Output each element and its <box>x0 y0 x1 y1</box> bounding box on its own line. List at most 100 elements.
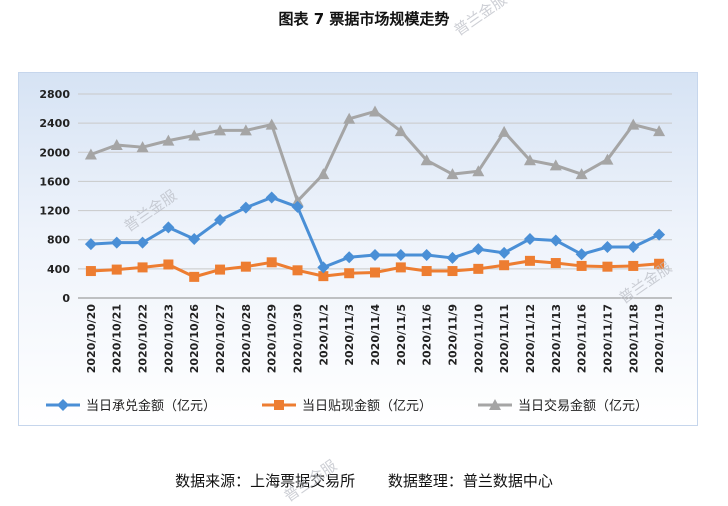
legend-label: 当日交易金额（亿元） <box>518 398 648 414</box>
data-point <box>575 248 588 261</box>
data-point <box>602 261 613 272</box>
data-point <box>84 148 97 160</box>
data-point <box>446 168 459 180</box>
data-point <box>136 141 149 153</box>
x-tick-label: 2020/11/16 <box>576 304 589 374</box>
x-tick-label: 2020/11/4 <box>369 304 382 366</box>
data-source: 数据来源：上海票据交易所 <box>175 472 356 490</box>
data-point <box>291 195 304 207</box>
data-point <box>189 271 200 282</box>
x-tick-label: 2020/10/27 <box>214 304 227 373</box>
data-point <box>601 153 614 165</box>
data-point <box>446 251 459 264</box>
data-point <box>136 236 149 249</box>
data-point <box>84 238 97 251</box>
data-point <box>498 246 511 259</box>
x-tick-label: 2020/11/18 <box>627 304 640 373</box>
data-point <box>627 118 640 130</box>
data-point <box>394 125 407 137</box>
data-point <box>550 258 561 269</box>
chart-frame <box>18 72 698 426</box>
data-point <box>163 259 174 270</box>
x-tick-label: 2020/11/11 <box>498 304 511 373</box>
x-tick-label: 2020/10/28 <box>240 304 253 373</box>
series-line <box>90 109 660 203</box>
data-point <box>524 255 535 266</box>
data-point <box>395 262 406 273</box>
y-tick-label: 800 <box>47 234 70 247</box>
data-point <box>57 399 69 411</box>
data-point <box>601 241 614 253</box>
data-point <box>239 201 252 214</box>
data-point <box>420 154 433 166</box>
data-point <box>343 251 356 264</box>
data-point <box>489 399 501 410</box>
data-point <box>343 112 356 124</box>
data-point <box>215 264 226 275</box>
data-point <box>549 234 562 247</box>
data-point <box>523 154 536 166</box>
x-tick-label: 2020/10/30 <box>292 304 305 374</box>
data-point <box>317 168 330 180</box>
data-point <box>265 191 278 204</box>
data-compiler: 数据整理：普兰数据中心 <box>387 472 553 490</box>
data-point <box>291 200 304 213</box>
data-point <box>499 260 510 271</box>
y-tick-label: 2800 <box>39 88 70 101</box>
x-tick-label: 2020/11/6 <box>421 304 434 366</box>
axes: 0 400 800 1200 1600 2000 2400 2800 2020/10/20 202… <box>39 88 672 373</box>
x-tick-label: 2020/10/29 <box>266 304 279 373</box>
x-tick-label: 2020/11/17 <box>601 304 614 373</box>
x-tick-label: 2020/11/12 <box>524 304 537 373</box>
data-point <box>523 232 536 245</box>
data-point <box>472 165 485 177</box>
data-point <box>447 266 458 277</box>
data-point <box>239 124 252 136</box>
data-point <box>628 260 639 271</box>
data-point <box>576 260 587 271</box>
data-point <box>240 261 251 272</box>
data-point <box>214 214 227 227</box>
data-point <box>369 249 381 262</box>
data-point <box>137 262 148 273</box>
legend-label: 当日承兑金额（亿元） <box>86 398 216 414</box>
legend: 当日承兑金额（亿元） 当日贴现金额（亿元） 当日交易金额（亿元） <box>46 398 648 414</box>
data-point <box>473 263 484 274</box>
source-line: 数据来源：上海票据交易所 数据整理：普兰数据中心 <box>0 470 728 491</box>
x-tick-label: 2020/10/21 <box>111 304 124 373</box>
data-point <box>317 261 330 274</box>
data-point <box>188 232 201 245</box>
y-tick-label: 400 <box>47 263 70 276</box>
y-tick-label: 2400 <box>39 117 70 130</box>
x-tick-label: 2020/11/2 <box>317 304 330 366</box>
data-point <box>627 241 640 253</box>
series-lines <box>84 105 666 282</box>
data-point <box>110 139 123 150</box>
y-tick-label: 0 <box>62 292 70 305</box>
x-tick-label: 2020/10/22 <box>137 304 150 373</box>
data-point <box>472 243 485 256</box>
data-point <box>369 105 381 117</box>
data-point <box>318 271 329 282</box>
data-point <box>162 134 175 146</box>
y-tick-label: 2000 <box>39 146 70 159</box>
data-point <box>654 258 665 269</box>
data-point <box>214 124 227 136</box>
data-point <box>549 159 562 171</box>
data-point <box>274 400 284 410</box>
data-point <box>370 267 380 278</box>
data-point <box>498 125 511 137</box>
y-tick-label: 1600 <box>39 175 70 188</box>
x-tick-label: 2020/10/23 <box>162 304 175 373</box>
data-point <box>344 268 355 279</box>
gridlines <box>78 93 672 270</box>
x-tick-label: 2020/11/19 <box>653 304 666 373</box>
data-point <box>653 228 666 241</box>
x-tick-label: 2020/10/26 <box>188 304 201 374</box>
data-point <box>653 125 666 137</box>
data-point <box>265 118 278 130</box>
data-point <box>420 249 433 262</box>
x-tick-label: 2020/11/5 <box>395 304 408 366</box>
data-point <box>85 266 96 277</box>
